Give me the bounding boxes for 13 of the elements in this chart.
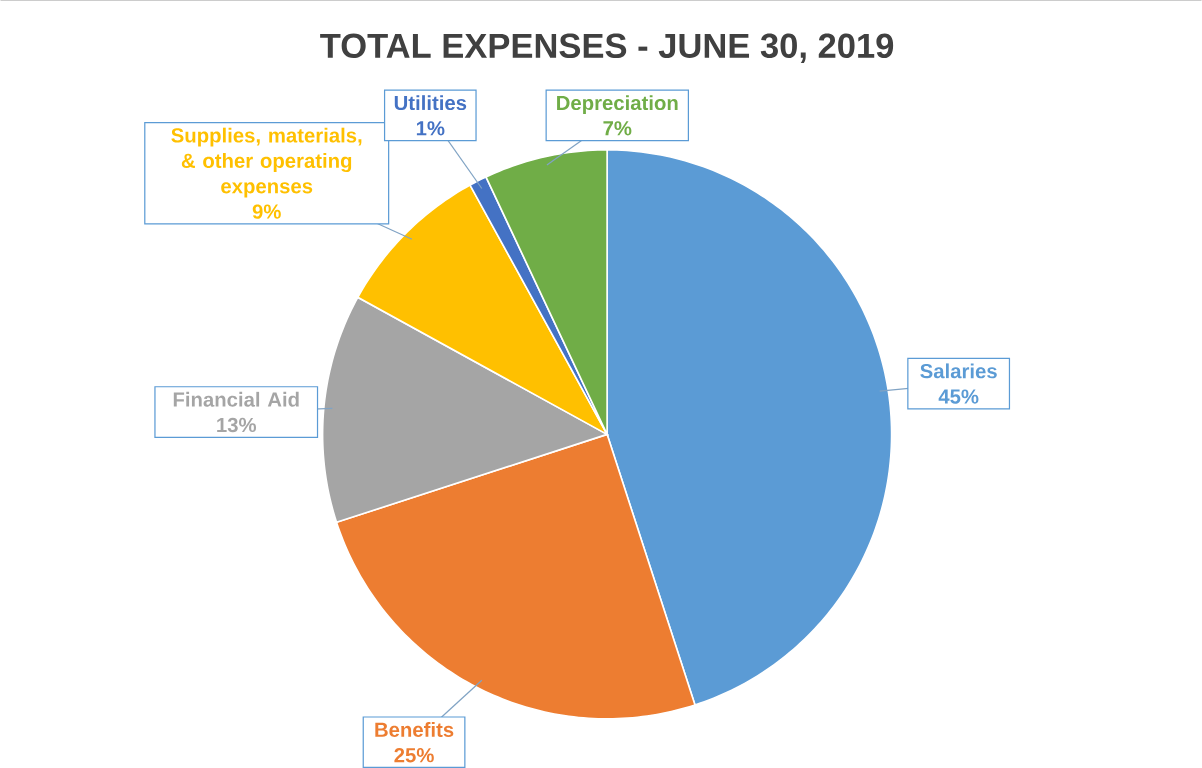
slice-label: Utilities — [394, 95, 467, 111]
chart-title: TOTAL EXPENSES - JUNE 30, 2019 — [320, 33, 894, 63]
data-label: 9% — [252, 204, 281, 219]
data-label: 7% — [603, 121, 632, 136]
slice-label: Salaries — [920, 363, 997, 379]
slice-label: Financial Aid — [173, 391, 299, 407]
data-label: 13% — [217, 417, 257, 433]
data-label: 45% — [938, 389, 979, 404]
slice-label: Depreciation — [557, 95, 678, 115]
data-label: 1% — [416, 121, 445, 136]
slice-label: Supplies, materials, & other operating expenses — [171, 127, 362, 198]
data-label: 25% — [394, 747, 434, 763]
slice-label: Benefits — [375, 722, 454, 737]
